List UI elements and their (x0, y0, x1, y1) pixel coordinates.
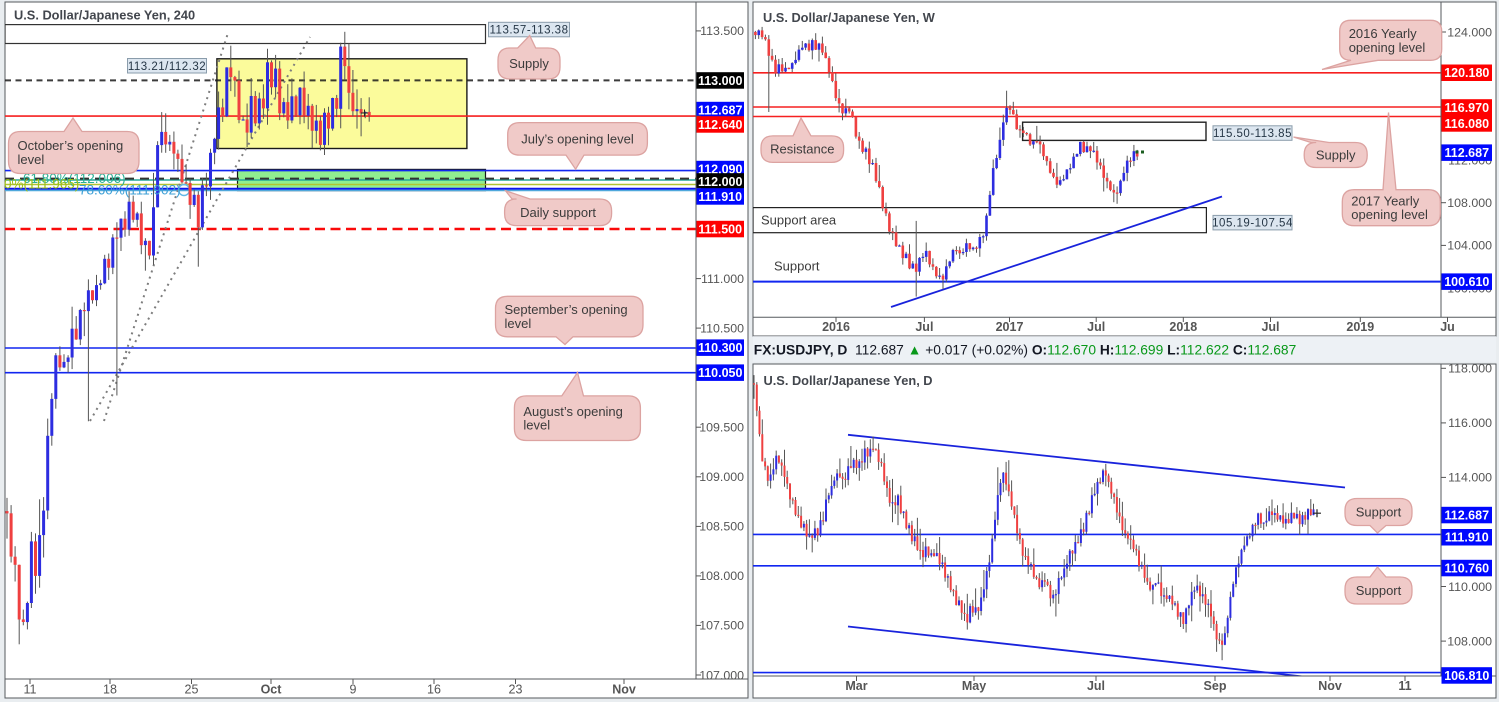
svg-text:Supply: Supply (509, 56, 549, 71)
svg-text:111.910: 111.910 (698, 190, 742, 204)
svg-text:110.050: 110.050 (698, 366, 743, 380)
svg-text:112.000: 112.000 (698, 175, 743, 189)
svg-text:Jul: Jul (1261, 320, 1279, 334)
svg-text:109.000: 109.000 (699, 470, 744, 484)
svg-text:Support area: Support area (761, 213, 837, 228)
svg-text:Support: Support (774, 259, 820, 274)
svg-text:2017: 2017 (996, 320, 1024, 334)
svg-text:Daily support: Daily support (520, 205, 596, 220)
svg-text:113.500: 113.500 (700, 24, 744, 38)
svg-text:113.000: 113.000 (698, 74, 743, 88)
svg-text:Support: Support (1356, 583, 1402, 598)
svg-text:112.687: 112.687 (698, 103, 743, 117)
svg-text:116.970: 116.970 (1445, 101, 1490, 115)
svg-text:116.000: 116.000 (1448, 416, 1492, 430)
svg-text:level: level (523, 418, 550, 433)
svg-text:2018: 2018 (1169, 320, 1197, 334)
svg-text:25: 25 (185, 683, 199, 697)
svg-text:opening level: opening level (1349, 40, 1426, 55)
svg-text:110.000: 110.000 (1448, 580, 1492, 594)
svg-text:Mar: Mar (845, 679, 867, 693)
svg-text:FX:USDJPY, D 112.687 ▲ +0.017: FX:USDJPY, D 112.687 ▲ +0.017 (+0.02%) O… (754, 343, 1296, 358)
svg-text:11: 11 (1398, 679, 1411, 693)
svg-text:Support: Support (1356, 505, 1402, 520)
svg-text:109.500: 109.500 (699, 421, 744, 435)
svg-text:108.000: 108.000 (1447, 196, 1492, 210)
svg-text:Nov: Nov (1318, 679, 1342, 693)
svg-text:124.000: 124.000 (1447, 25, 1492, 39)
svg-text:112.640: 112.640 (698, 118, 743, 132)
svg-text:opening level: opening level (1351, 207, 1428, 222)
svg-text:112.687: 112.687 (1445, 146, 1490, 160)
svg-text:112.687: 112.687 (1445, 508, 1490, 522)
svg-text:16: 16 (427, 683, 441, 697)
svg-text:Jul: Jul (915, 320, 933, 334)
svg-text:110.760: 110.760 (1445, 561, 1490, 575)
svg-text:110.300: 110.300 (698, 341, 743, 355)
svg-text:Sep: Sep (1204, 679, 1227, 693)
svg-text:110.500: 110.500 (700, 321, 744, 335)
svg-text:18: 18 (103, 683, 117, 697)
svg-text:116.080: 116.080 (1445, 117, 1490, 131)
svg-text:September’s opening: September’s opening (505, 302, 628, 317)
svg-text:112.090: 112.090 (698, 162, 743, 176)
svg-text:October’s opening: October’s opening (18, 138, 124, 153)
svg-text:108.500: 108.500 (699, 520, 744, 534)
svg-text:2016: 2016 (822, 320, 850, 334)
svg-text:2017 Yearly: 2017 Yearly (1351, 193, 1419, 208)
svg-text:U.S. Dollar/Japanese Yen, D: U.S. Dollar/Japanese Yen, D (764, 373, 933, 388)
svg-text:0%(111.965): 0%(111.965) (4, 177, 79, 192)
svg-text:Ju: Ju (1440, 320, 1455, 334)
svg-text:Resistance: Resistance (770, 142, 834, 157)
svg-text:23: 23 (509, 683, 523, 697)
svg-text:113.21/112.32: 113.21/112.32 (128, 61, 206, 73)
svg-text:104.000: 104.000 (1447, 239, 1492, 253)
svg-text:111.000: 111.000 (701, 272, 744, 286)
svg-text:114.000: 114.000 (1448, 471, 1492, 485)
svg-text:U.S. Dollar/Japanese Yen, 240: U.S. Dollar/Japanese Yen, 240 (14, 8, 195, 23)
svg-text:115.50-113.85: 115.50-113.85 (1213, 128, 1292, 140)
svg-text:108.000: 108.000 (699, 569, 744, 583)
svg-text:2016 Yearly: 2016 Yearly (1349, 26, 1417, 41)
svg-text:Jul: Jul (1087, 320, 1105, 334)
svg-text:level: level (505, 316, 532, 331)
svg-text:Supply: Supply (1316, 148, 1356, 163)
svg-text:106.810: 106.810 (1444, 669, 1489, 683)
svg-text:111.500: 111.500 (698, 222, 742, 236)
svg-text:May: May (962, 679, 986, 693)
svg-text:9: 9 (350, 683, 357, 697)
svg-text:78.60%(111.902): 78.60%(111.902) (79, 183, 181, 198)
svg-text:120.180: 120.180 (1444, 66, 1489, 80)
svg-text:111.910: 111.910 (1445, 531, 1489, 545)
svg-text:108.000: 108.000 (1447, 634, 1492, 648)
svg-text:August’s opening: August’s opening (523, 404, 623, 419)
svg-text:105.19-107.54: 105.19-107.54 (1212, 218, 1293, 230)
svg-text:Oct: Oct (261, 683, 283, 697)
svg-text:11: 11 (24, 683, 37, 697)
svg-text:Nov: Nov (612, 683, 636, 697)
svg-text:107.000: 107.000 (699, 668, 744, 682)
svg-text:107.500: 107.500 (699, 619, 744, 633)
svg-text:2019: 2019 (1346, 320, 1374, 334)
svg-text:118.000: 118.000 (1448, 362, 1492, 376)
svg-text:July’s opening level: July’s opening level (521, 131, 634, 146)
svg-text:113.57-113.38: 113.57-113.38 (490, 25, 569, 37)
svg-text:100.610: 100.610 (1444, 275, 1489, 289)
svg-text:level: level (18, 152, 45, 167)
svg-text:61.80%(112.006): 61.80%(112.006) (23, 171, 126, 186)
svg-text:U.S. Dollar/Japanese Yen, W: U.S. Dollar/Japanese Yen, W (763, 10, 936, 25)
svg-text:Jul: Jul (1087, 679, 1105, 693)
